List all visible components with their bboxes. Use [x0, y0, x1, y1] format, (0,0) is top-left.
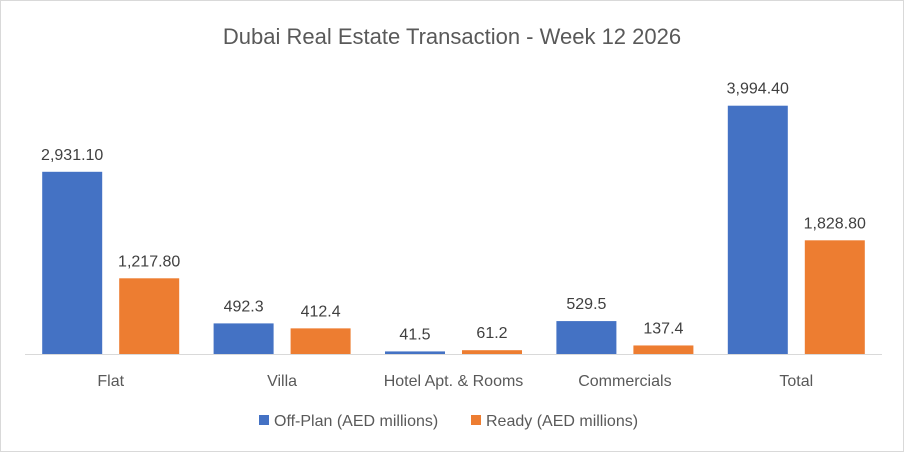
bar-off-plan	[556, 321, 617, 354]
data-label: 412.4	[301, 303, 341, 320]
legend: Off-Plan (AED millions) Ready (AED millio…	[259, 413, 638, 430]
x-tick-label: Villa	[267, 373, 297, 390]
data-label: 529.5	[566, 296, 606, 313]
bar-ready	[633, 345, 694, 354]
legend-swatch	[259, 415, 269, 425]
data-label: 3,994.40	[727, 81, 789, 98]
data-label: 1,828.80	[804, 215, 866, 232]
data-label: 2,931.10	[41, 147, 103, 164]
data-label: 41.5	[399, 326, 430, 343]
x-tick-label: Total	[779, 373, 813, 390]
data-label: 1,217.80	[118, 253, 180, 270]
bar-ready	[462, 350, 522, 354]
bar-off-plan	[727, 105, 788, 354]
bar-off-plan	[42, 171, 103, 354]
bar-off-plan	[385, 351, 445, 354]
bar-ready	[119, 278, 180, 354]
bar-ready	[290, 328, 351, 354]
legend-swatch	[471, 415, 481, 425]
data-label: 492.3	[224, 298, 264, 315]
chart-title: Dubai Real Estate Transaction - Week 12 …	[223, 24, 681, 49]
x-tick-label: Commercials	[578, 373, 671, 390]
legend-label: Off-Plan (AED millions)	[274, 413, 438, 430]
data-label: 61.2	[476, 325, 507, 342]
data-label: 137.4	[643, 320, 683, 337]
legend-label: Ready (AED millions)	[486, 413, 638, 430]
bar-ready	[804, 240, 865, 354]
x-tick-label: Flat	[97, 373, 124, 390]
x-tick-label: Hotel Apt. & Rooms	[384, 373, 524, 390]
bar-off-plan	[213, 323, 274, 354]
